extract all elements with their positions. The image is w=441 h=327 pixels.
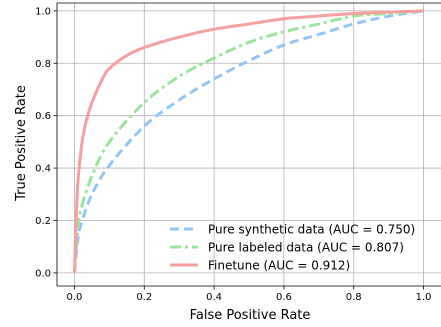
series-line-2	[72, 9, 424, 274]
legend-label-2: Pure labeled data (AUC = 0.807)	[208, 241, 404, 255]
x-tick-label: 0.2	[136, 292, 152, 303]
y-tick-label: 0.6	[35, 111, 51, 122]
x-tick-label: 0.8	[346, 292, 362, 303]
x-tick-label: 0.4	[206, 292, 222, 303]
series-line-3	[72, 9, 424, 273]
plot-frame	[56, 2, 441, 287]
y-tick-label: 0.0	[35, 268, 51, 279]
y-tick-label: 0.4	[35, 164, 51, 175]
grid	[57, 3, 441, 286]
series-line-1	[72, 9, 424, 274]
legend-label-3: Finetune (AUC = 0.912)	[208, 259, 350, 273]
x-axis-label: False Positive Rate	[190, 308, 311, 323]
y-axis-label: True Positive Rate	[14, 85, 29, 202]
x-tick-label: 1.0	[416, 292, 432, 303]
series-lines	[72, 9, 424, 274]
x-tick-label: 0.0	[67, 292, 83, 303]
legend-label-1: Pure synthetic data (AUC = 0.750)	[208, 223, 415, 237]
y-tick-label: 0.2	[35, 216, 51, 227]
y-tick-label: 0.8	[35, 59, 51, 70]
axis-ticks: 0.0 0.2 0.4 0.6 0.8 1.0 0.0 0.2 0.4 0.6 0.8 1.0	[35, 6, 431, 303]
x-tick-label: 0.6	[276, 292, 292, 303]
y-tick-label: 1.0	[35, 6, 51, 17]
legend: Pure synthetic data (AUC = 0.750) Pure la…	[170, 223, 415, 273]
